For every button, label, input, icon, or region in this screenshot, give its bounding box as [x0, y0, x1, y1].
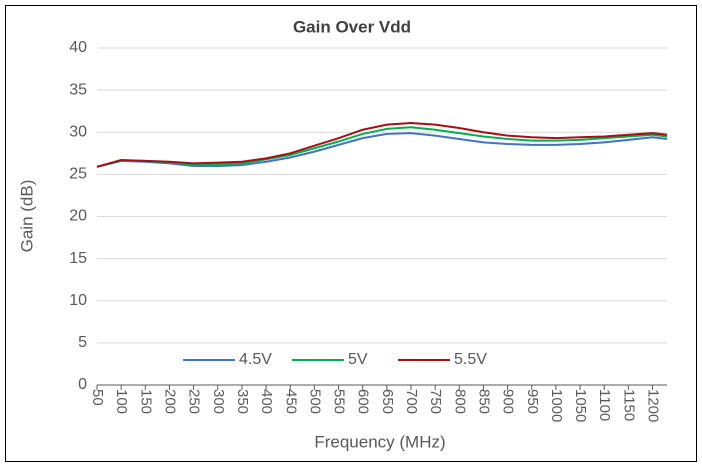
y-tick-label: 10	[69, 292, 87, 309]
series-line	[96, 132, 668, 168]
x-tick-label: 700	[403, 389, 420, 414]
x-tick-label: 1150	[620, 389, 637, 421]
x-tick-label: 1050	[572, 389, 589, 422]
chart-title: Gain Over Vdd	[293, 17, 411, 36]
y-tick-label: 0	[78, 376, 87, 393]
x-tick-label: 800	[451, 389, 468, 414]
y-tick-label: 20	[69, 208, 87, 225]
x-tick-label: 1000	[548, 389, 565, 422]
x-tick-label: 300	[210, 389, 227, 414]
x-tick-label: 900	[500, 389, 517, 414]
x-tick-label: 500	[306, 389, 323, 414]
y-tick-label: 5	[78, 334, 87, 351]
x-tick-label: 600	[355, 389, 372, 414]
chart-border	[5, 5, 697, 462]
x-axis-label: Frequency (MHz)	[314, 432, 445, 451]
x-tick-label: 550	[331, 389, 348, 414]
y-tick-label: 25	[69, 166, 87, 183]
x-tick-label: 950	[524, 389, 541, 414]
series-line	[96, 121, 668, 168]
x-tick-label: 250	[186, 389, 203, 414]
x-tick-label: 1100	[596, 389, 613, 421]
y-tick-label: 30	[69, 123, 87, 140]
legend-label: 5.5V	[454, 351, 487, 368]
x-tick-label: 400	[258, 389, 275, 414]
y-tick-label: 40	[69, 39, 87, 56]
x-tick-label: 200	[161, 389, 178, 414]
y-tick-label: 15	[69, 250, 87, 267]
x-tick-label: 50	[89, 389, 106, 406]
y-tick-label: 35	[69, 81, 87, 98]
x-tick-label: 650	[379, 389, 396, 414]
x-tick-label: 450	[282, 389, 299, 414]
y-axis-label: Gain (dB)	[17, 180, 36, 253]
x-tick-label: 750	[427, 389, 444, 414]
legend-label: 5V	[348, 351, 368, 368]
x-tick-label: 100	[113, 389, 130, 414]
x-tick-label: 150	[137, 389, 154, 414]
x-tick-label: 850	[475, 389, 492, 414]
x-tick-label: 350	[234, 389, 251, 414]
x-tick-label: 1200	[645, 389, 662, 422]
legend-label: 4.5V	[239, 351, 272, 368]
